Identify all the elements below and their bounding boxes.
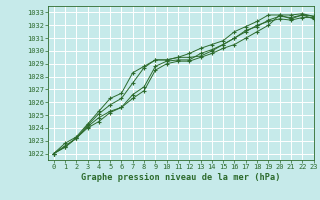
- X-axis label: Graphe pression niveau de la mer (hPa): Graphe pression niveau de la mer (hPa): [81, 173, 281, 182]
